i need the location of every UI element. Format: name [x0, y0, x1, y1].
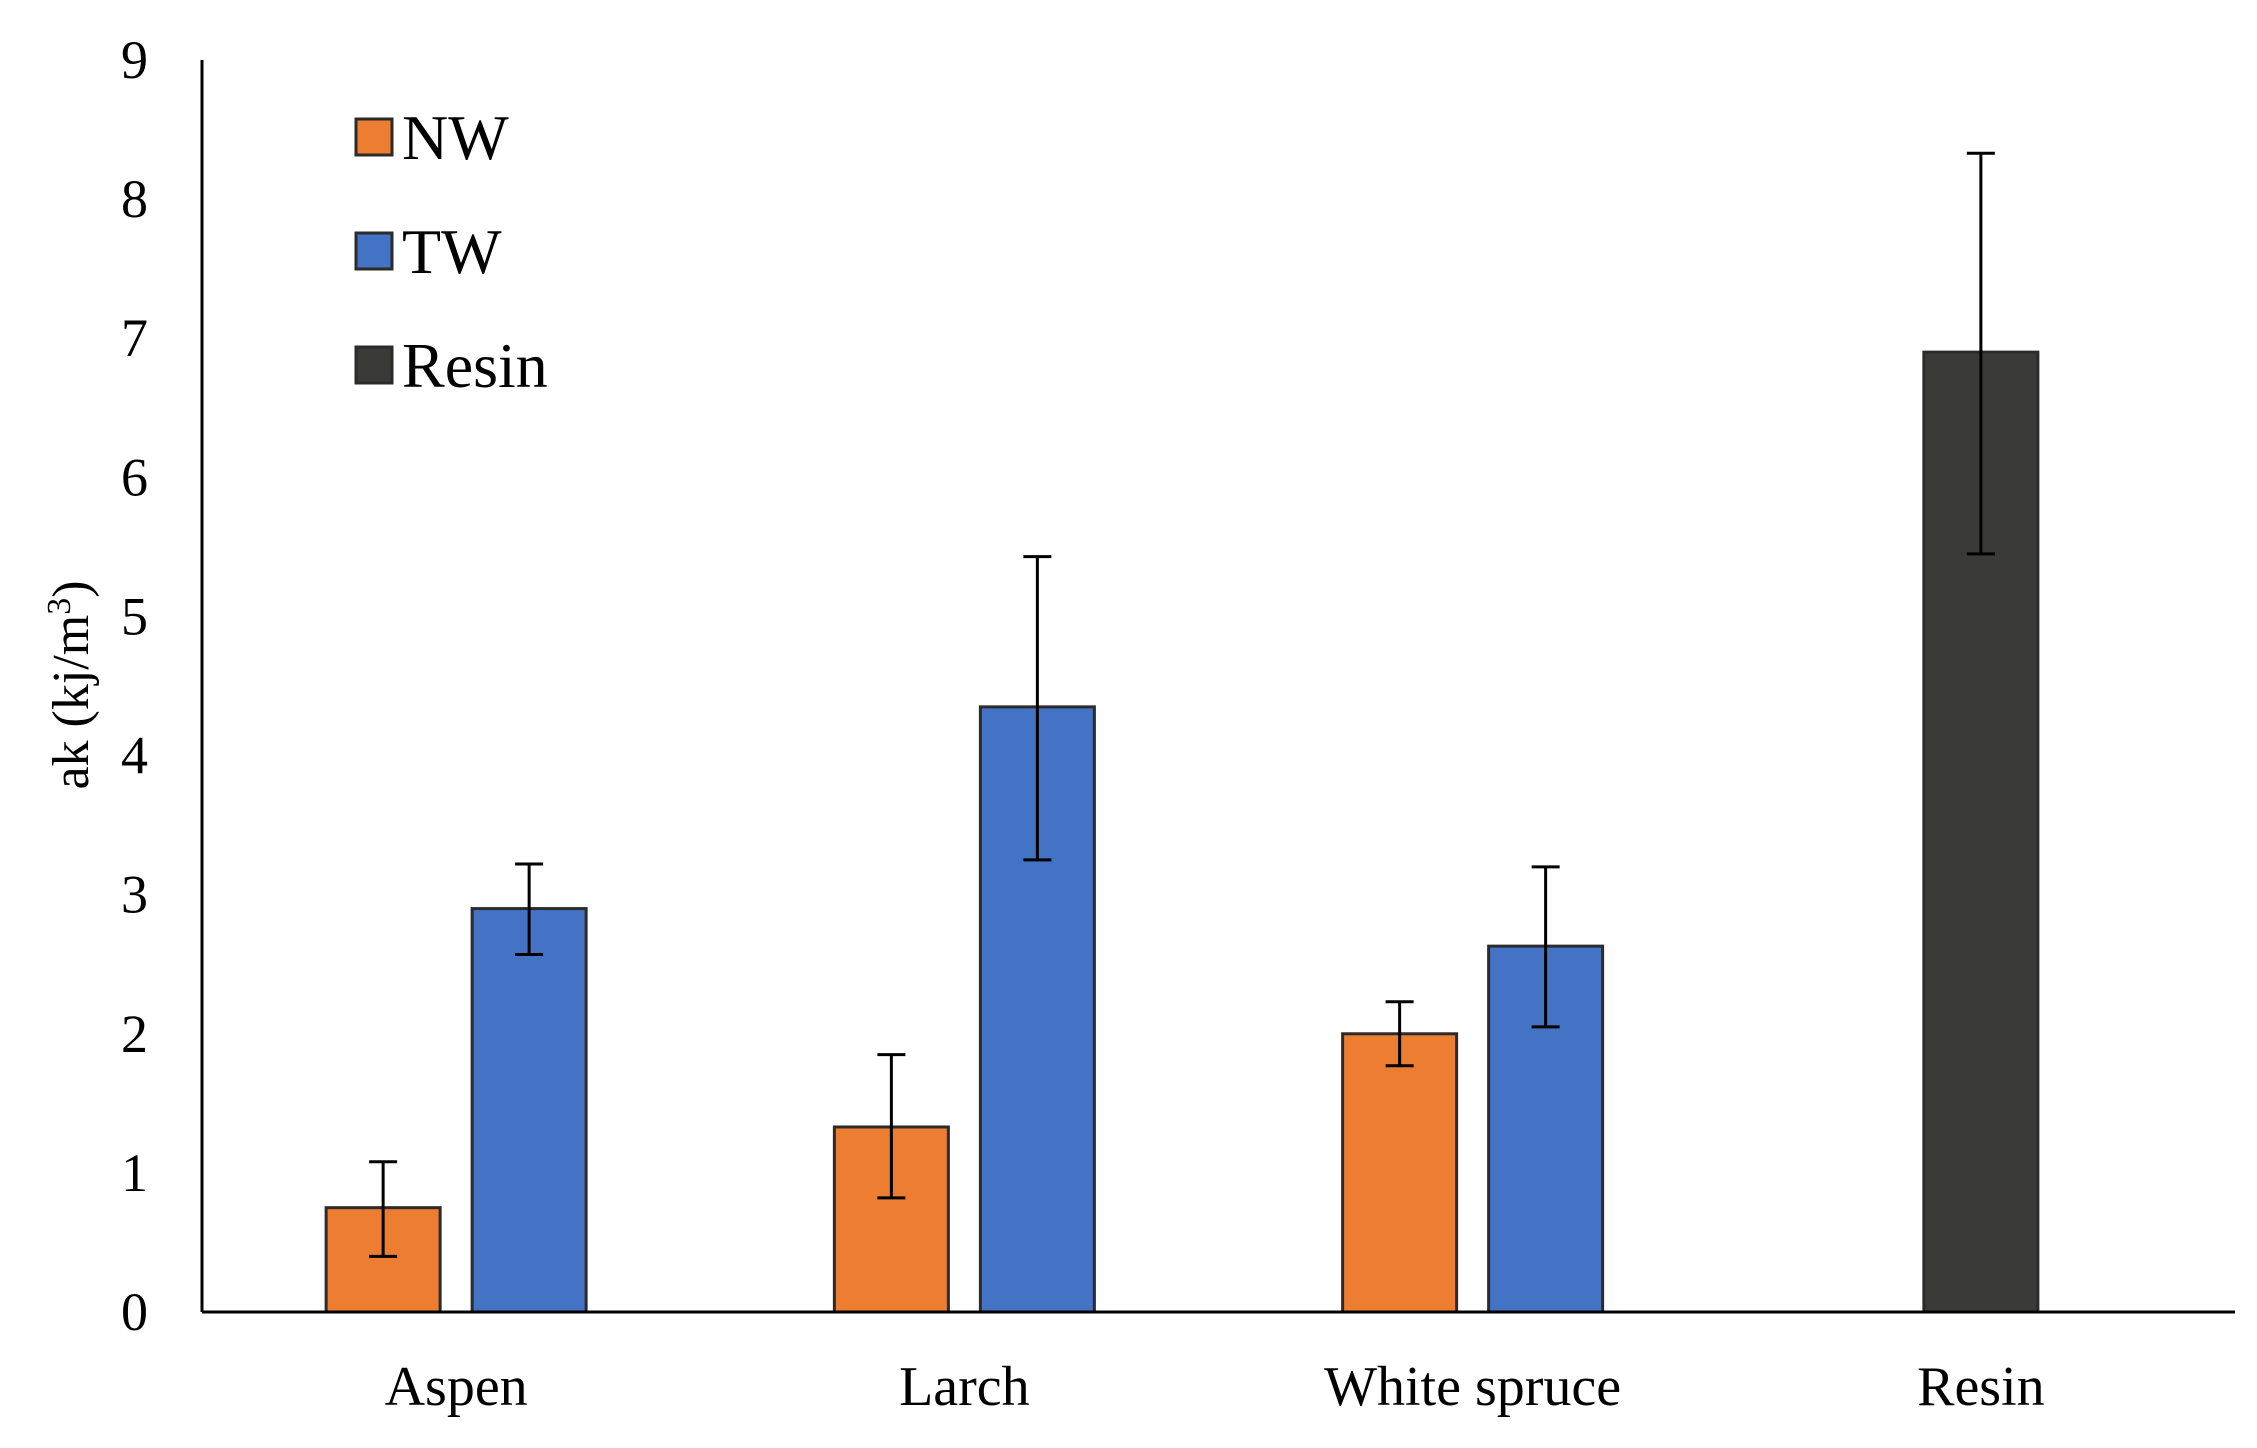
y-tick-label-8: 8 — [121, 169, 148, 229]
error-bar-white-spruce-tw — [1531, 865, 1560, 1029]
y-tick-label-3: 3 — [121, 865, 148, 925]
legend-item-nw: NW — [354, 102, 509, 173]
legend: NW TW Resin — [354, 102, 548, 401]
bar-white-spruce-nw — [1341, 1032, 1459, 1314]
error-bar-larch-tw — [1023, 555, 1052, 862]
y-tick-label-9: 9 — [121, 30, 148, 90]
y-tick-label-0: 0 — [121, 1282, 148, 1342]
error-bar-white-spruce-nw — [1385, 1000, 1414, 1068]
x-category-label-white-spruce: White spruce — [1324, 1356, 1621, 1418]
error-bar-resin-resin — [1966, 151, 1995, 556]
error-bar-aspen-nw — [369, 1160, 398, 1258]
x-category-label-larch: Larch — [899, 1356, 1030, 1418]
legend-item-resin: Resin — [354, 330, 548, 401]
bar-white-spruce-tw — [1487, 944, 1605, 1314]
x-category-label-aspen: Aspen — [385, 1356, 528, 1418]
legend-swatch-tw — [354, 231, 394, 271]
y-tick-label-4: 4 — [121, 726, 148, 786]
axes-layer — [200, 60, 2235, 1314]
x-category-labels: Aspen Larch White spruce Resin — [385, 1356, 2045, 1418]
x-category-label-resin: Resin — [1917, 1356, 2045, 1418]
y-tick-label-6: 6 — [121, 447, 148, 507]
y-tick-labels: 0 1 2 3 4 5 6 7 8 9 — [121, 30, 148, 1342]
error-bar-larch-nw — [877, 1053, 906, 1200]
error-bar-aspen-tw — [515, 862, 544, 956]
y-axis-title-main: ak (kj/m — [43, 615, 100, 790]
y-axis-title-close: ) — [43, 580, 100, 597]
legend-label-resin: Resin — [402, 330, 548, 401]
legend-label-nw: NW — [402, 102, 509, 173]
legend-item-tw: TW — [354, 216, 502, 287]
error-bars-layer — [369, 151, 1995, 1258]
legend-swatch-nw — [354, 117, 394, 157]
y-tick-label-2: 2 — [121, 1004, 148, 1064]
y-tick-label-7: 7 — [121, 308, 148, 368]
bars-layer — [324, 350, 2040, 1314]
y-axis-title: ak (kj/m3) — [41, 580, 101, 789]
y-axis-title-superscript: 3 — [41, 598, 78, 615]
y-tick-label-5: 5 — [121, 586, 148, 646]
legend-label-tw: TW — [402, 216, 502, 287]
y-tick-label-1: 1 — [121, 1143, 148, 1203]
legend-swatch-resin — [354, 345, 394, 385]
bar-aspen-tw — [470, 907, 588, 1314]
